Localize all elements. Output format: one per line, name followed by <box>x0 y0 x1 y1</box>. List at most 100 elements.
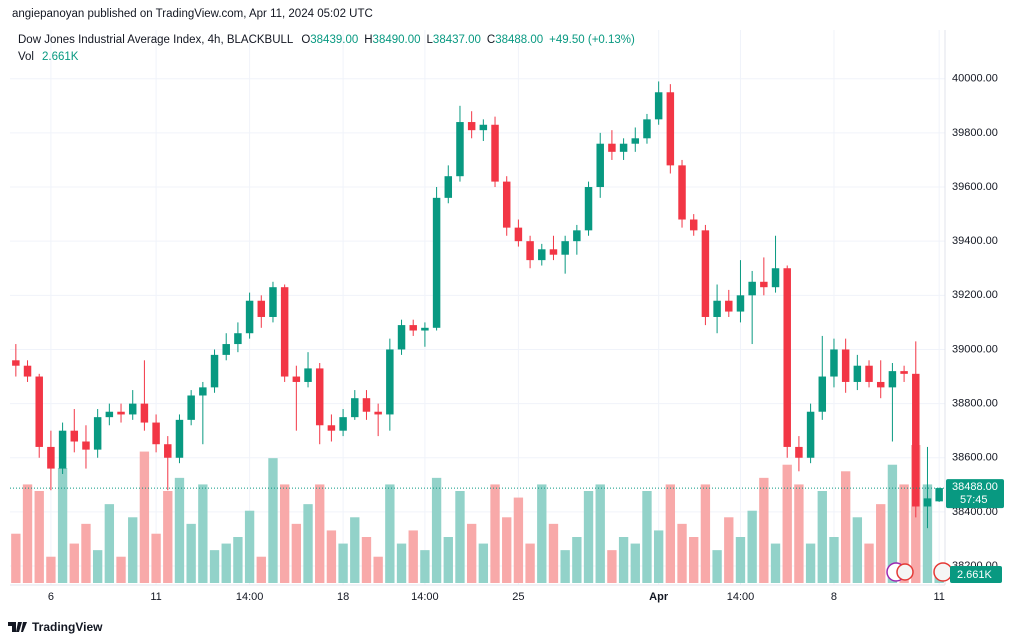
candle-body <box>456 122 464 177</box>
candle-body <box>912 373 920 507</box>
volume-label: 2.661K <box>957 569 993 581</box>
candle-body <box>736 295 745 312</box>
candle-body <box>666 92 675 166</box>
y-tick-label: 38800.00 <box>952 398 998 410</box>
volume-bar <box>653 530 664 583</box>
volume-bar <box>186 523 196 583</box>
volume-badge <box>950 566 1002 583</box>
volume-bar <box>350 517 360 583</box>
volume-bar <box>537 484 547 583</box>
candle-body <box>23 365 32 377</box>
ohlc-key: H <box>364 34 372 46</box>
candle-body <box>70 430 79 442</box>
ohlc-value: 38439.00 <box>310 34 358 46</box>
candle-body <box>502 181 511 228</box>
publisher: angiepanoyan published on TradingView.co… <box>12 8 373 20</box>
volume-bar <box>595 484 605 583</box>
volume-bar <box>689 537 699 583</box>
volume-bar <box>548 523 559 583</box>
candle-body <box>93 417 102 450</box>
candle-body <box>619 143 628 152</box>
candles <box>12 81 943 529</box>
candle-body <box>935 488 943 502</box>
volume-bar <box>244 510 255 583</box>
candle-body <box>841 349 850 382</box>
candle-body <box>339 417 347 431</box>
flag-icon <box>896 563 914 581</box>
volume-bar <box>338 543 348 583</box>
brand: TradingView <box>32 620 103 634</box>
volume-bar <box>583 491 594 583</box>
volume-bar <box>747 510 757 583</box>
volume-bar <box>268 458 278 583</box>
volume-bar <box>128 517 138 583</box>
x-tick-label: 6 <box>48 591 54 603</box>
x-tick-label: 11 <box>150 591 161 603</box>
volume-bar <box>700 484 711 583</box>
candle-body <box>818 376 827 412</box>
candle-body <box>526 241 534 261</box>
volume-bar <box>560 550 570 583</box>
candle-body <box>876 381 885 388</box>
volume-bar <box>490 484 500 583</box>
volume-bar <box>34 491 44 583</box>
candle-body <box>257 300 266 317</box>
candle-body <box>362 398 371 412</box>
candle-body <box>374 411 382 415</box>
candle-body <box>234 333 242 345</box>
volume-bar <box>92 550 103 583</box>
candle-body <box>432 197 441 328</box>
change: +49.50 (+0.13%) <box>549 34 635 46</box>
candle-body <box>748 281 756 296</box>
volume-bar <box>22 484 33 583</box>
logo-icon <box>8 622 27 632</box>
candle-body <box>222 344 230 355</box>
x-tick-label: 14:00 <box>236 591 264 603</box>
ohlc-value: 38437.00 <box>433 34 481 46</box>
volume-bar <box>57 468 68 583</box>
candle-body <box>631 138 640 144</box>
y-tick-label: 39800.00 <box>952 127 998 139</box>
volume-bar <box>829 537 839 583</box>
ohlc-key: O <box>301 34 310 46</box>
candle-body <box>514 227 523 242</box>
volume-bar <box>876 504 886 583</box>
candle-body <box>795 446 803 458</box>
volume-bar <box>759 477 769 583</box>
volume-bar <box>361 537 372 583</box>
candle-body <box>327 425 336 431</box>
volume-bar <box>677 523 687 583</box>
candle-body <box>888 371 897 388</box>
candle-body <box>689 219 698 231</box>
x-tick-label: 11 <box>933 591 944 603</box>
candle-body <box>269 287 277 317</box>
candle-body <box>47 446 55 469</box>
candle-body <box>164 444 172 458</box>
ohlc-key: C <box>487 34 495 46</box>
candle-body <box>865 365 873 382</box>
volume-bar <box>794 484 804 583</box>
volume-bar <box>455 491 465 583</box>
volume-bar <box>256 556 266 583</box>
candle-body <box>853 365 862 382</box>
x-tick-label: 25 <box>512 591 524 603</box>
candle-body <box>771 268 780 288</box>
y-tick-label: 40000.00 <box>952 73 998 85</box>
candle-body <box>643 119 651 139</box>
volume-bar <box>221 543 231 583</box>
x-tick-label: 14:00 <box>727 591 755 603</box>
candle-body <box>210 354 219 388</box>
candle-body <box>923 498 932 507</box>
candle-body <box>573 230 581 242</box>
candle-body <box>140 403 149 423</box>
volume-bar <box>618 537 629 583</box>
volume-bar <box>782 464 792 583</box>
volume-bar <box>840 471 851 583</box>
candle-body <box>245 300 254 334</box>
candle-body <box>900 371 908 374</box>
candle-body <box>830 349 838 377</box>
y-tick-label: 39200.00 <box>952 289 998 301</box>
candle-body <box>444 176 453 198</box>
volume-legend: Vol 2.661K <box>18 51 79 63</box>
